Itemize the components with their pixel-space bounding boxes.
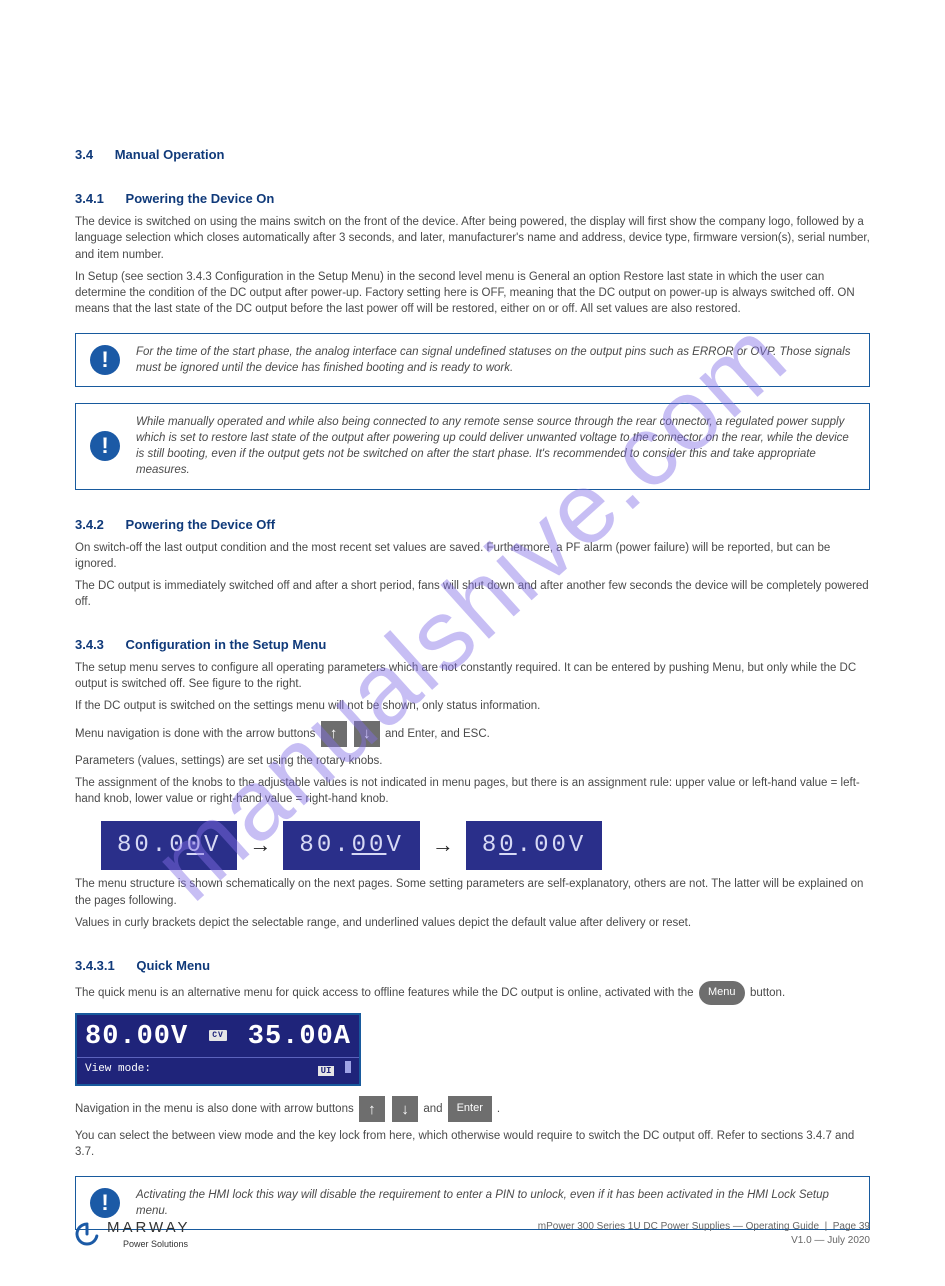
paragraph: In Setup (see section 3.4.3 Configuratio… [75, 269, 870, 317]
text-fragment: The quick menu is an alternative menu fo… [75, 987, 694, 999]
arrow-right-icon: → [249, 830, 271, 861]
paragraph: The DC output is immediately switched of… [75, 578, 870, 610]
lcd-sample-1: 80.00V [101, 821, 237, 871]
text-fragment: Navigation in the menu is also done with… [75, 1103, 354, 1115]
scroll-indicator-icon [345, 1061, 351, 1073]
paragraph: The menu structure is shown schematicall… [75, 876, 870, 908]
lcd-example-row: 80.00V → 80.00V → 80.00V [101, 821, 870, 871]
lcd-bottom-row: View mode: UI [77, 1057, 359, 1084]
paragraph: On switch-off the last output condition … [75, 540, 870, 572]
lcd-voltage: 80.00V [85, 1019, 188, 1057]
paragraph: The assignment of the knobs to the adjus… [75, 775, 870, 807]
paragraph: Values in curly brackets depict the sele… [75, 915, 870, 931]
menu-key-icon: Menu [699, 981, 745, 1005]
text-fragment: button. [750, 987, 785, 999]
lcd-cv-badge: CV [209, 1030, 227, 1041]
footer-doc-info: mPower 300 Series 1U DC Power Supplies —… [538, 1220, 870, 1248]
text-fragment: and Enter, and ESC. [385, 728, 490, 740]
lcd-mode-label: View mode: [85, 1062, 151, 1077]
up-arrow-icon: ↑ [359, 1096, 385, 1122]
text-fragment: Menu navigation is done with the arrow b… [75, 728, 315, 740]
paragraph: The device is switched on using the main… [75, 214, 870, 262]
lcd-sample-3: 80.00V [466, 821, 602, 871]
marway-logo-icon [75, 1222, 99, 1246]
text-fragment: and [423, 1103, 442, 1115]
footer-brand-name: MARWAY [107, 1217, 191, 1238]
footer-brand-sub: Power Solutions [123, 1238, 191, 1251]
paragraph: Menu navigation is done with the arrow b… [75, 721, 870, 747]
up-arrow-icon: ↑ [321, 721, 347, 747]
paragraph: The quick menu is an alternative menu fo… [75, 981, 870, 1005]
info-callout: ! For the time of the start phase, the a… [75, 333, 870, 387]
lcd-device-display: 80.00V CV 35.00A View mode: UI [75, 1013, 361, 1086]
section-heading-3-4-1: 3.4.1 Powering the Device On [75, 190, 870, 208]
info-callout: ! While manually operated and while also… [75, 403, 870, 489]
callout-text: For the time of the start phase, the ana… [136, 344, 853, 376]
section-heading-3-4: 3.4 Manual Operation [75, 146, 870, 164]
paragraph: If the DC output is switched on the sett… [75, 698, 870, 714]
section-number: 3.4.3 [75, 637, 104, 652]
footer-brand-text: MARWAY Power Solutions [107, 1217, 191, 1251]
section-heading-3-4-3-1: 3.4.3.1 Quick Menu [75, 957, 870, 975]
section-title: Powering the Device On [126, 191, 275, 206]
section-heading-3-4-3: 3.4.3 Configuration in the Setup Menu [75, 636, 870, 654]
text-fragment: . [497, 1103, 500, 1115]
paragraph: You can select the between view mode and… [75, 1128, 870, 1160]
lcd-sample-2: 80.00V [283, 821, 419, 871]
footer-brand: MARWAY Power Solutions [75, 1217, 191, 1251]
lcd-current: 35.00A [248, 1019, 351, 1057]
info-icon: ! [90, 431, 120, 461]
section-number: 3.4.3.1 [75, 958, 115, 973]
lcd-mode-tag: UI [318, 1066, 335, 1076]
enter-key-icon: Enter [448, 1096, 492, 1122]
footer-doc-title: mPower 300 Series 1U DC Power Supplies —… [538, 1220, 870, 1234]
paragraph: Navigation in the menu is also done with… [75, 1096, 870, 1122]
down-arrow-icon: ↓ [392, 1096, 418, 1122]
section-title: Powering the Device Off [126, 517, 276, 532]
section-heading-3-4-2: 3.4.2 Powering the Device Off [75, 516, 870, 534]
footer-version: V1.0 — July 2020 [538, 1234, 870, 1248]
info-icon: ! [90, 345, 120, 375]
paragraph: The setup menu serves to configure all o… [75, 660, 870, 692]
section-title: Quick Menu [136, 958, 210, 973]
paragraph: Parameters (values, settings) are set us… [75, 753, 870, 769]
section-title: Configuration in the Setup Menu [126, 637, 327, 652]
info-icon: ! [90, 1188, 120, 1218]
section-number: 3.4.2 [75, 517, 104, 532]
section-title: Manual Operation [115, 147, 225, 162]
down-arrow-icon: ↓ [354, 721, 380, 747]
callout-text: While manually operated and while also b… [136, 414, 853, 478]
section-number: 3.4.1 [75, 191, 104, 206]
section-number: 3.4 [75, 147, 93, 162]
lcd-top-row: 80.00V CV 35.00A [77, 1015, 359, 1057]
page-footer: MARWAY Power Solutions mPower 300 Series… [75, 1217, 870, 1251]
arrow-right-icon: → [432, 830, 454, 861]
